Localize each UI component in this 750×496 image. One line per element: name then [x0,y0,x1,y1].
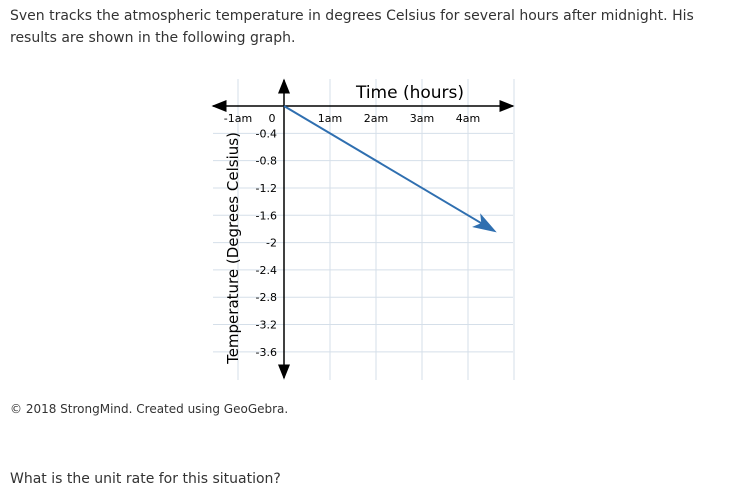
y-tick-label: -3.2 [256,319,277,332]
y-axis-title: Temperature (Degrees Celsius) [224,132,242,365]
temperature-line [283,105,497,233]
problem-intro: Sven tracks the atmospheric temperature … [10,8,694,46]
x-tick-label: 1am [318,112,342,125]
x-tick-label: -1am [224,112,252,125]
credit-text: © 2018 StrongMind. Created using GeoGebr… [10,402,289,416]
y-tick-label: -2.4 [256,264,277,277]
y-tick-label: -2.8 [256,291,277,304]
x-axis-title: Time (hours) [355,83,464,103]
question-text: What is the unit rate for this situation… [10,471,281,487]
y-tick-label: -2 [266,237,277,250]
x-tick-label: 2am [364,112,388,125]
y-tick-label: -0.8 [256,155,277,168]
y-tick-label: -3.6 [256,346,277,359]
y-tick-label: -1.2 [256,182,277,195]
x-tick-label: 0 [269,112,276,125]
x-tick-label: 4am [456,112,480,125]
y-tick-label: -1.6 [256,209,277,222]
y-tick-label: -0.4 [256,127,277,140]
x-tick-label: 3am [410,112,434,125]
